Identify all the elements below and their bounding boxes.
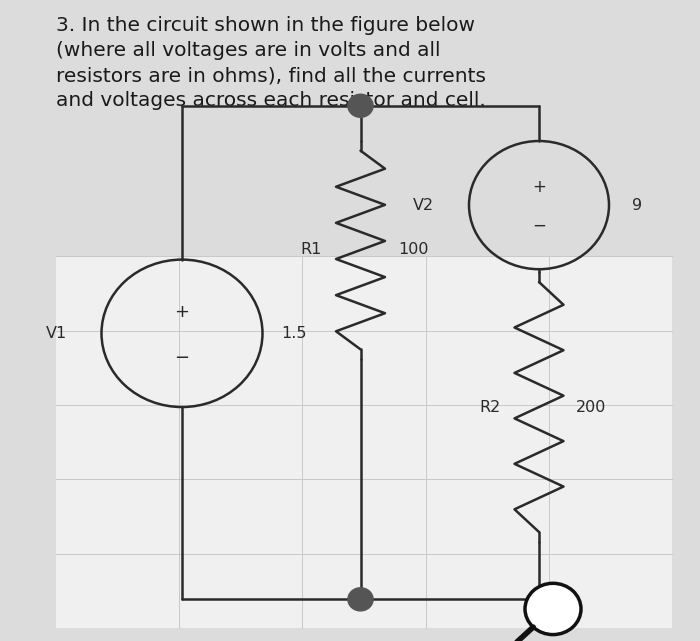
FancyBboxPatch shape bbox=[56, 256, 672, 628]
Circle shape bbox=[348, 94, 373, 117]
Text: R1: R1 bbox=[301, 242, 322, 258]
Text: 1.5: 1.5 bbox=[281, 326, 307, 341]
Circle shape bbox=[525, 583, 581, 635]
Text: 100: 100 bbox=[398, 242, 428, 258]
Text: V2: V2 bbox=[413, 197, 434, 213]
Text: 3. In the circuit shown in the figure below
(where all voltages are in volts and: 3. In the circuit shown in the figure be… bbox=[56, 16, 486, 110]
Text: 9: 9 bbox=[632, 197, 642, 213]
Text: 200: 200 bbox=[576, 399, 607, 415]
Text: V1: V1 bbox=[46, 326, 66, 341]
Text: −: − bbox=[532, 217, 546, 235]
Text: R2: R2 bbox=[480, 399, 500, 415]
Text: −: − bbox=[174, 349, 190, 367]
Text: +: + bbox=[174, 303, 190, 321]
Text: +: + bbox=[532, 178, 546, 196]
Circle shape bbox=[348, 588, 373, 611]
